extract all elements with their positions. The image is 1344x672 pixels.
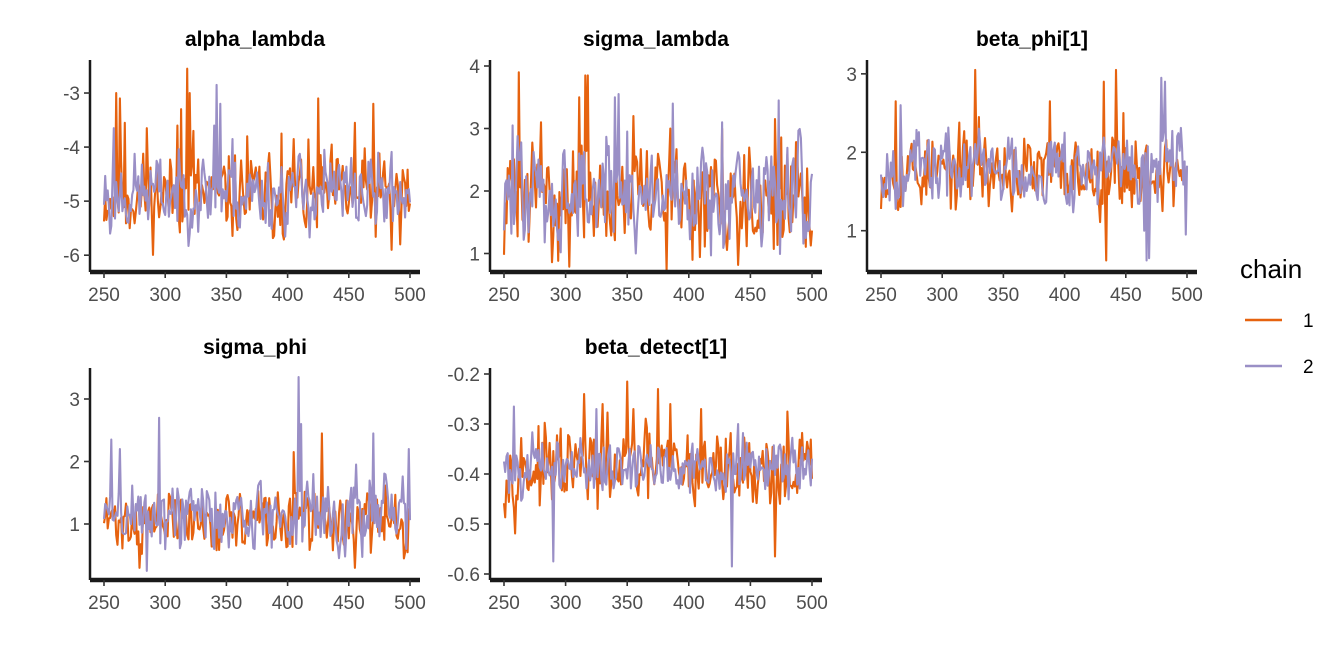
legend-label-1: 1 xyxy=(1303,311,1314,332)
legend-label-2: 2 xyxy=(1303,357,1314,378)
panel-beta-phi-1: beta_phi[1] 250 300 350 400 450 500 1 2 3 xyxy=(846,28,1202,306)
panel-title-sigma-lambda: sigma_lambda xyxy=(583,28,729,51)
trace-line-sigma-phi-chain-2 xyxy=(102,376,412,572)
trace-line-alpha-lambda-chain-1 xyxy=(102,67,412,256)
panel-sigma-lambda: sigma_lambda 250 300 350 400 450 500 1 2 3 4 xyxy=(469,28,827,306)
x-tick-label-sigma-lambda: 350 xyxy=(611,285,643,306)
y-tick-label-beta-detect-1: -0.3 xyxy=(447,415,480,436)
y-tick-label-sigma-phi: 2 xyxy=(69,453,80,474)
x-tick-label-alpha-lambda: 300 xyxy=(149,285,181,306)
trace-line-sigma-lambda-chain-2 xyxy=(502,93,814,257)
x-tick-label-sigma-lambda: 250 xyxy=(488,285,520,306)
x-tick-label-sigma-phi: 500 xyxy=(394,593,426,614)
legend-title: chain xyxy=(1240,254,1302,284)
x-tick-label-beta-detect-1: 450 xyxy=(735,593,767,614)
y-tick-label-sigma-lambda: 4 xyxy=(469,57,480,78)
x-tick-label-beta-detect-1: 350 xyxy=(611,593,643,614)
y-tick-label-beta-phi-1: 1 xyxy=(846,222,857,243)
x-tick-label-beta-detect-1: 250 xyxy=(488,593,520,614)
y-tick-label-sigma-lambda: 3 xyxy=(469,120,480,141)
y-tick-label-sigma-lambda: 1 xyxy=(469,245,480,266)
y-tick-label-sigma-lambda: 2 xyxy=(469,182,480,203)
x-tick-label-beta-phi-1: 500 xyxy=(1171,285,1203,306)
trace-line-alpha-lambda-chain-2 xyxy=(102,83,412,247)
x-tick-label-alpha-lambda: 500 xyxy=(394,285,426,306)
legend-entry-2: 2 xyxy=(1245,357,1314,378)
y-tick-label-alpha-lambda: -5 xyxy=(63,192,80,213)
x-tick-label-beta-phi-1: 300 xyxy=(926,285,958,306)
y-tick-label-alpha-lambda: -3 xyxy=(63,84,80,105)
trace-line-beta-phi-1-chain-1 xyxy=(879,68,1189,262)
legend-entry-1: 1 xyxy=(1245,311,1314,332)
x-tick-label-sigma-lambda: 300 xyxy=(550,285,582,306)
panel-title-beta-detect-1: beta_detect[1] xyxy=(585,336,727,359)
x-tick-label-beta-detect-1: 500 xyxy=(796,593,828,614)
x-tick-label-beta-detect-1: 400 xyxy=(673,593,705,614)
x-tick-label-sigma-phi: 250 xyxy=(88,593,120,614)
y-tick-label-beta-detect-1: -0.2 xyxy=(447,365,480,386)
y-tick-label-beta-phi-1: 3 xyxy=(846,65,857,86)
panel-title-beta-phi-1: beta_phi[1] xyxy=(976,28,1088,51)
x-tick-label-sigma-phi: 300 xyxy=(149,593,181,614)
x-tick-label-alpha-lambda: 250 xyxy=(88,285,120,306)
x-tick-label-alpha-lambda: 400 xyxy=(272,285,304,306)
x-tick-label-beta-phi-1: 400 xyxy=(1049,285,1081,306)
x-tick-label-sigma-lambda: 450 xyxy=(735,285,767,306)
y-tick-label-beta-detect-1: -0.5 xyxy=(447,515,480,536)
panel-title-sigma-phi: sigma_phi xyxy=(203,336,307,359)
x-tick-label-beta-phi-1: 350 xyxy=(988,285,1020,306)
y-tick-label-beta-detect-1: -0.6 xyxy=(447,565,480,586)
trace-line-beta-detect-1-chain-2 xyxy=(502,405,814,568)
y-tick-label-sigma-phi: 1 xyxy=(69,515,80,536)
x-tick-label-beta-detect-1: 300 xyxy=(550,593,582,614)
legend: chain 1 2 xyxy=(1240,254,1314,378)
x-tick-label-sigma-phi: 450 xyxy=(333,593,365,614)
x-tick-label-sigma-phi: 350 xyxy=(211,593,243,614)
x-tick-label-sigma-lambda: 400 xyxy=(673,285,705,306)
y-tick-label-beta-detect-1: -0.4 xyxy=(447,465,480,486)
x-tick-label-sigma-lambda: 500 xyxy=(796,285,828,306)
x-tick-label-alpha-lambda: 350 xyxy=(211,285,243,306)
x-tick-label-alpha-lambda: 450 xyxy=(333,285,365,306)
y-tick-label-alpha-lambda: -6 xyxy=(63,246,80,267)
trace-line-sigma-phi-chain-1 xyxy=(102,432,412,569)
trace-line-beta-phi-1-chain-2 xyxy=(879,76,1189,262)
x-tick-label-beta-phi-1: 250 xyxy=(865,285,897,306)
panel-sigma-phi: sigma_phi 250 300 350 400 450 500 1 2 3 xyxy=(69,336,425,614)
x-tick-label-beta-phi-1: 450 xyxy=(1110,285,1142,306)
y-tick-label-beta-phi-1: 2 xyxy=(846,143,857,164)
x-tick-label-sigma-phi: 400 xyxy=(272,593,304,614)
panel-beta-detect-1: beta_detect[1] 250 300 350 400 450 500 -0.2 -0.3… xyxy=(447,336,828,614)
panel-alpha-lambda: alpha_lambda 250 300 350 400 450 500 -3 -4 -5 -6 xyxy=(63,28,426,306)
y-tick-label-sigma-phi: 3 xyxy=(69,390,80,411)
panel-title-alpha-lambda: alpha_lambda xyxy=(185,28,325,51)
y-tick-label-alpha-lambda: -4 xyxy=(63,138,80,159)
